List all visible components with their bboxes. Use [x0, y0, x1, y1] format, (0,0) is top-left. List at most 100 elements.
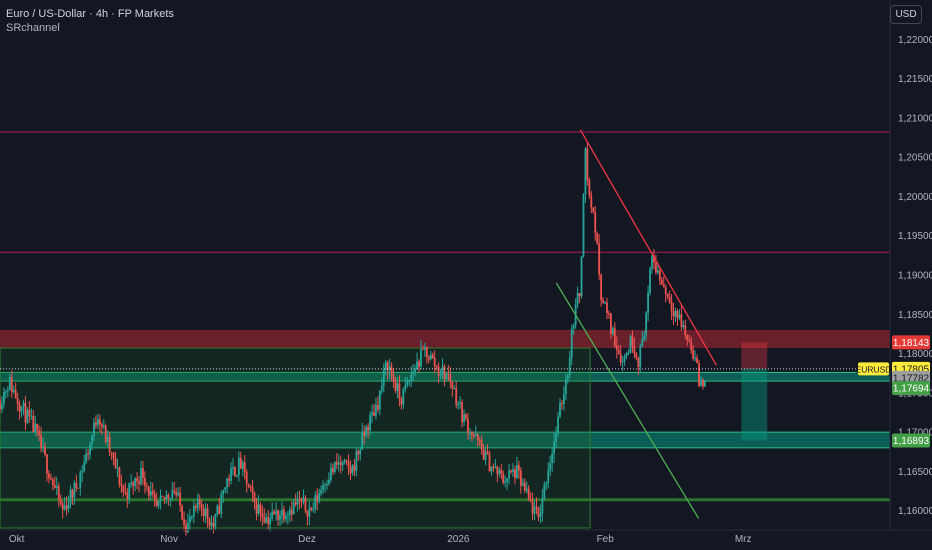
- candle-body: [578, 293, 581, 297]
- candle-body: [418, 361, 420, 367]
- candle-body: [151, 491, 154, 494]
- candle-body: [537, 507, 540, 518]
- candle-body: [200, 503, 203, 509]
- candle-body: [488, 453, 491, 472]
- candle-body: [120, 484, 123, 486]
- candle-body: [173, 490, 176, 492]
- candle-body: [79, 472, 82, 488]
- candle-body: [563, 394, 565, 404]
- candle-body: [535, 506, 538, 508]
- candle-body: [73, 482, 76, 498]
- candle-body: [416, 361, 418, 370]
- candle-body: [508, 470, 510, 479]
- candle-body: [261, 512, 264, 518]
- candle-body: [198, 499, 201, 504]
- candle-body: [237, 457, 240, 475]
- candle-body: [388, 366, 391, 371]
- y-tick-label: 1,16000: [898, 506, 932, 517]
- candle-body: [561, 403, 563, 405]
- y-tick-label: 1,16500: [898, 467, 932, 478]
- candle-body: [517, 465, 520, 471]
- candle-body: [658, 270, 661, 280]
- candle-body: [529, 498, 532, 502]
- candle-body: [472, 434, 475, 437]
- candle-body: [692, 350, 695, 359]
- indicator-label[interactable]: SRchannel: [6, 22, 60, 34]
- candle-body: [155, 500, 158, 507]
- candle-body: [559, 403, 561, 417]
- candle-body: [138, 481, 140, 485]
- candle-body: [615, 345, 618, 350]
- candle-body: [226, 478, 229, 488]
- candle-body: [702, 379, 704, 387]
- candle-body: [296, 499, 299, 505]
- candle-body: [531, 501, 534, 514]
- candle-body: [165, 494, 168, 500]
- candle-body: [288, 509, 291, 516]
- candle-body: [40, 434, 43, 449]
- candle-body: [108, 436, 111, 452]
- candle-body: [71, 489, 74, 498]
- candle-body: [294, 502, 297, 505]
- candle-body: [598, 243, 601, 275]
- price-tag-box: [892, 381, 930, 396]
- candle-body: [422, 349, 424, 351]
- candle-body: [42, 446, 44, 449]
- candle-body: [625, 353, 628, 357]
- y-tick-label: 1,21500: [898, 74, 932, 85]
- x-tick-label: Mrz: [735, 534, 752, 545]
- candle-body: [302, 497, 305, 502]
- candle-body: [655, 262, 657, 273]
- candle-body: [510, 470, 512, 473]
- candle-body: [171, 490, 174, 499]
- candle-body: [161, 495, 164, 497]
- price-tag-label: 1,17782: [893, 373, 930, 384]
- candle-body: [371, 412, 373, 415]
- candle-body: [457, 403, 460, 406]
- currency-button[interactable]: USD: [890, 5, 922, 24]
- candle-body: [128, 483, 131, 499]
- candle-body: [396, 383, 399, 391]
- candle-body: [602, 300, 604, 303]
- candle-body: [163, 496, 166, 500]
- candle-body: [480, 440, 483, 449]
- candle-body: [355, 451, 358, 471]
- candle-body: [662, 284, 665, 288]
- candle-body: [410, 374, 413, 381]
- candle-body: [214, 514, 217, 527]
- candle-body: [555, 433, 557, 442]
- candle-body: [570, 328, 573, 358]
- candle-body: [647, 292, 649, 313]
- price-tag-label: 1,17694: [893, 384, 930, 395]
- candle-body: [20, 406, 23, 412]
- candle-body: [609, 313, 612, 334]
- symbol-tag-box: [858, 362, 889, 376]
- candle-body: [459, 402, 462, 404]
- candle-body: [116, 468, 119, 470]
- candle-body: [398, 383, 401, 399]
- x-tick-label: Okt: [9, 534, 25, 545]
- candle-body: [253, 493, 256, 502]
- candle-body: [670, 302, 673, 312]
- candle-body: [519, 470, 522, 486]
- candle-body: [6, 389, 9, 392]
- candle-body: [645, 312, 648, 336]
- candle-body: [666, 293, 669, 297]
- candle-body: [525, 488, 528, 491]
- candle-body: [202, 508, 205, 516]
- symbol-title[interactable]: Euro / US-Dollar · 4h · FP Markets: [6, 8, 174, 20]
- position-target-zone: [741, 368, 768, 441]
- candle-body: [81, 470, 84, 473]
- candle-body: [686, 335, 689, 341]
- price-tag-box: [892, 335, 930, 350]
- candle-body: [275, 510, 277, 515]
- candle-body: [286, 515, 289, 517]
- candle-body: [623, 356, 626, 362]
- candle-body: [688, 340, 691, 342]
- candle-body: [335, 461, 338, 465]
- candle-body: [330, 467, 332, 480]
- candle-body: [283, 509, 285, 520]
